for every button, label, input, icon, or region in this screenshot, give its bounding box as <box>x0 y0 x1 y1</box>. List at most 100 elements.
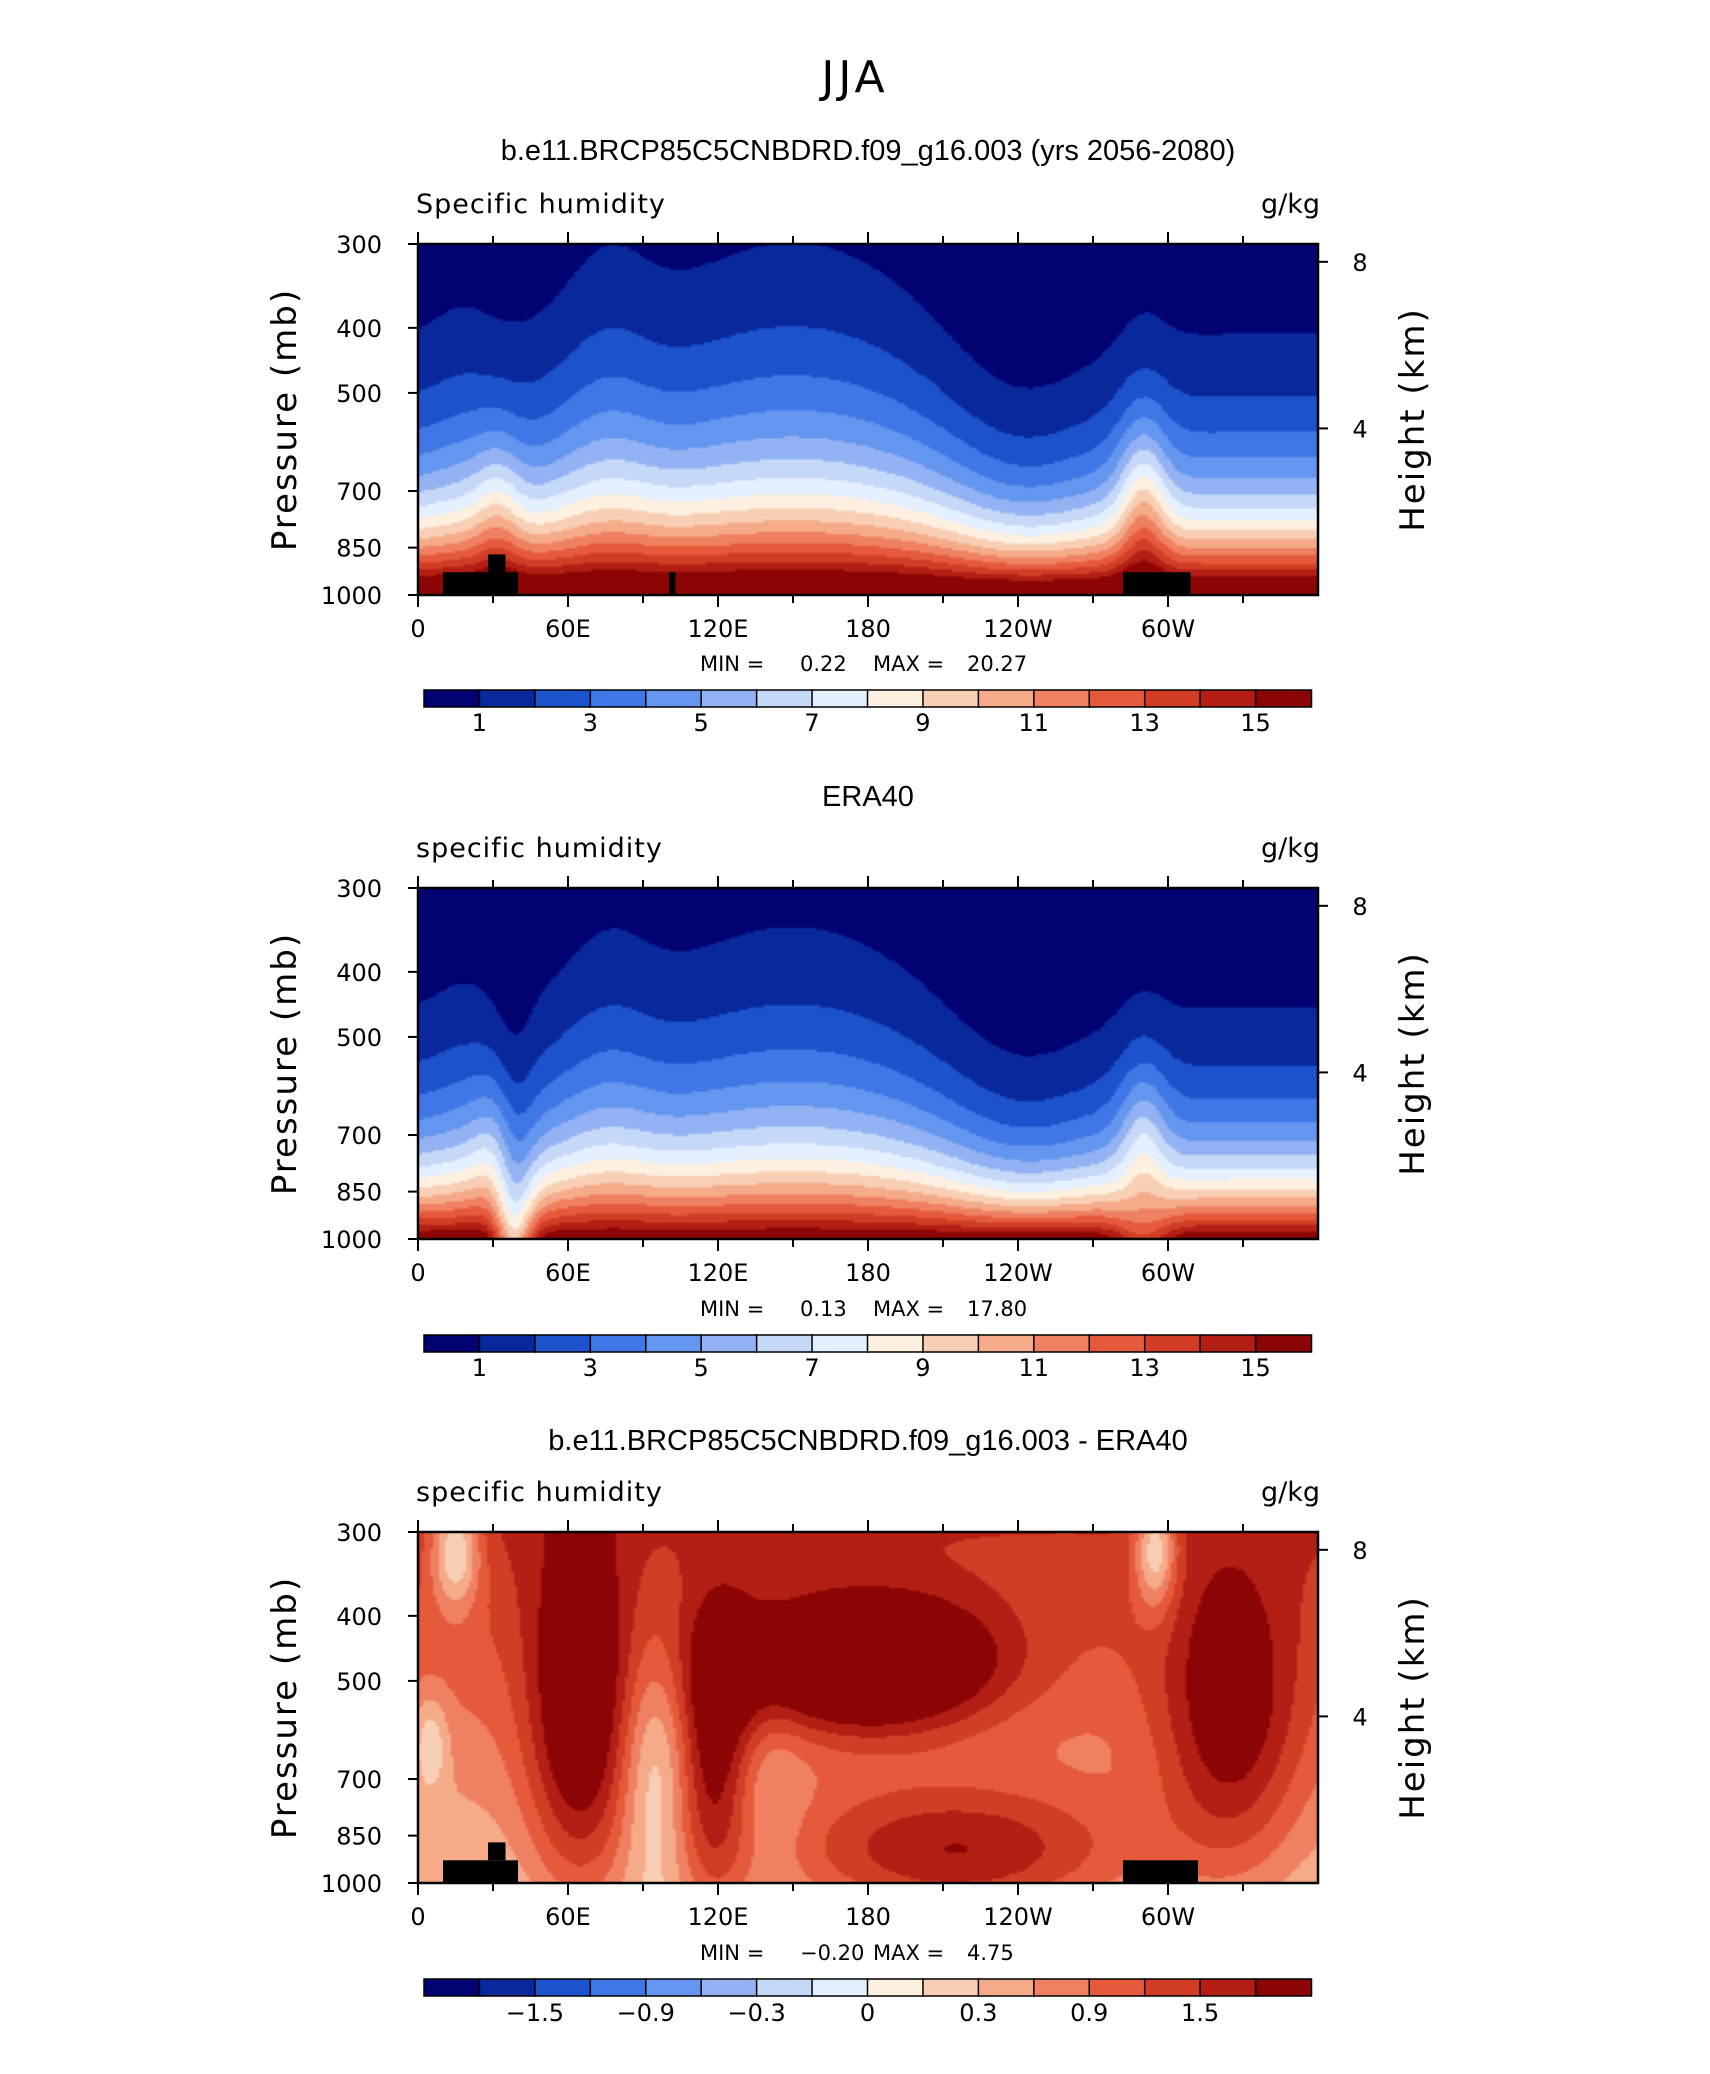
lon-tick-label: 0 <box>410 1903 425 1931</box>
colorbar-box <box>755 689 814 708</box>
land-ethiopia <box>488 1842 506 1861</box>
colorbar-label: −0.9 <box>617 1999 675 2027</box>
colorbar-box <box>645 1978 703 1997</box>
pressure-tick-label: 500 <box>336 1024 382 1052</box>
lon-tick-label: 120E <box>688 615 749 643</box>
pressure-tick-label: 1000 <box>321 582 382 610</box>
colorbar-box <box>589 1978 647 1997</box>
land-andes <box>1123 1860 1198 1883</box>
min-value: −0.20 <box>800 1941 864 1965</box>
colorbar-label: 7 <box>804 1354 819 1382</box>
topography-mask <box>443 554 1191 595</box>
lon-tick-label: 60W <box>1141 1903 1195 1931</box>
colorbar-box <box>534 1978 592 1997</box>
pressure-tick-label: 500 <box>336 1668 382 1696</box>
pressure-tick-label: 1000 <box>321 1226 382 1254</box>
panel-3: b.e11.BRCP85C5CNBDRD.f09_g16.003 - ERA40… <box>265 1425 1433 2027</box>
min-value: 0.13 <box>800 1297 847 1321</box>
lon-tick-label: 180 <box>845 1259 891 1287</box>
left-axis-label: Pressure (mb) <box>265 1576 305 1839</box>
field-plot <box>418 888 1318 1239</box>
lon-tick-label: 0 <box>410 615 425 643</box>
colorbar-label: 15 <box>1240 1354 1271 1382</box>
colorbar-box <box>645 689 703 708</box>
colorbar-box <box>700 1334 758 1353</box>
colorbar-box <box>977 1978 1036 1997</box>
land-africa <box>443 572 518 595</box>
height-tick-label: 8 <box>1352 893 1367 921</box>
lon-tick-label: 60E <box>545 1259 591 1287</box>
lon-tick-label: 180 <box>845 1903 891 1931</box>
colorbar-box <box>1033 1334 1091 1353</box>
colorbar-box <box>811 1334 869 1353</box>
colorbar-box <box>977 689 1036 708</box>
colorbar-box <box>700 1978 758 1997</box>
colorbar-box <box>866 1978 925 1997</box>
colorbar-box <box>423 689 481 708</box>
colorbar-box <box>1143 689 1202 708</box>
max-value: 17.80 <box>967 1297 1027 1321</box>
figure-supertitle: JJA <box>821 52 889 103</box>
colorbar-label: 15 <box>1240 709 1271 737</box>
pressure-tick-label: 850 <box>336 1823 382 1851</box>
max-value: 20.27 <box>967 652 1027 676</box>
colorbar-label: 3 <box>583 709 598 737</box>
variable-label: specific humidity <box>416 1477 663 1508</box>
colorbar: 1 3 5 7 9 11 13 15 <box>423 689 1313 737</box>
colorbar-label: 7 <box>804 709 819 737</box>
height-tick-label: 4 <box>1352 1059 1367 1087</box>
right-axis-label: Height (km) <box>1393 307 1433 532</box>
pressure-tick-label: 700 <box>336 1122 382 1150</box>
colorbar-box <box>1088 1978 1146 1997</box>
min-label: MIN = <box>700 652 764 676</box>
colorbar-box <box>589 689 647 708</box>
colorbar-box <box>478 689 537 708</box>
colorbar-box <box>534 689 592 708</box>
colorbar-box <box>534 1334 592 1353</box>
min-label: MIN = <box>700 1941 764 1965</box>
pressure-tick-label: 300 <box>336 875 382 903</box>
colorbar-label: 13 <box>1129 709 1160 737</box>
height-tick-label: 4 <box>1352 1703 1367 1731</box>
units-label: g/kg <box>1261 1477 1320 1508</box>
colorbar-box <box>866 1334 925 1353</box>
right-axis-label: Height (km) <box>1393 951 1433 1176</box>
colorbar-box <box>423 1978 481 1997</box>
lon-tick-label: 0 <box>410 1259 425 1287</box>
colorbar-label: 9 <box>915 709 930 737</box>
lon-tick-label: 60W <box>1141 1259 1195 1287</box>
left-axis-label: Pressure (mb) <box>265 932 305 1195</box>
colorbar-box <box>478 1978 537 1997</box>
pressure-tick-label: 500 <box>336 380 382 408</box>
colorbar-label: 5 <box>694 1354 709 1382</box>
land-ethiopia <box>488 554 506 573</box>
colorbar-box <box>1199 689 1257 708</box>
colorbar-box <box>1199 1978 1257 1997</box>
colorbar-box <box>1199 1334 1257 1353</box>
panel-1: b.e11.BRCP85C5CNBDRD.f09_g16.003 (yrs 20… <box>265 135 1433 737</box>
colorbar-box <box>755 1334 814 1353</box>
field-plot <box>418 244 1318 595</box>
lon-tick-label: 180 <box>845 615 891 643</box>
colorbar: 1 3 5 7 9 11 13 15 <box>423 1334 1313 1382</box>
pressure-tick-label: 1000 <box>321 1870 382 1898</box>
lon-tick-label: 120W <box>983 615 1053 643</box>
pressure-tick-label: 400 <box>336 1603 382 1631</box>
colorbar-label: 0.9 <box>1070 1999 1108 2027</box>
colorbar-label: 0 <box>860 1999 875 2027</box>
colorbar-label: −1.5 <box>506 1999 564 2027</box>
pressure-tick-label: 700 <box>336 1766 382 1794</box>
land-sumatra <box>669 572 676 595</box>
colorbar-box <box>1033 1978 1091 1997</box>
units-label: g/kg <box>1261 833 1320 864</box>
pressure-tick-label: 850 <box>336 1179 382 1207</box>
topography-mask <box>443 1842 1198 1883</box>
colorbar-box <box>1254 1334 1313 1353</box>
right-axis-label: Height (km) <box>1393 1595 1433 1820</box>
min-label: MIN = <box>700 1297 764 1321</box>
colorbar-box <box>811 689 869 708</box>
lon-tick-label: 60E <box>545 615 591 643</box>
panel-title: ERA40 <box>822 781 914 813</box>
colorbar-box <box>478 1334 537 1353</box>
